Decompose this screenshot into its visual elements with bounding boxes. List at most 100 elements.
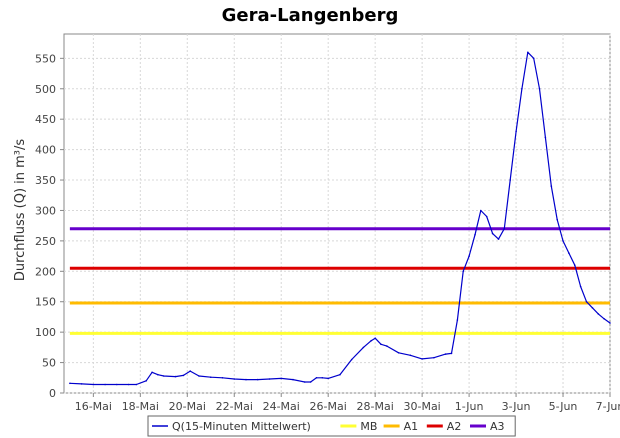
data-point bbox=[321, 377, 324, 379]
x-tick-label: 30-Mai bbox=[403, 400, 440, 413]
data-point bbox=[468, 255, 470, 257]
data-point bbox=[474, 234, 476, 236]
x-tick-label: 1-Jun bbox=[455, 400, 484, 413]
data-point bbox=[339, 373, 341, 376]
x-tick-label: 20-Mai bbox=[169, 400, 206, 413]
x-tick-label: 3-Jun bbox=[502, 400, 531, 413]
data-point bbox=[69, 382, 71, 385]
data-point bbox=[189, 370, 191, 372]
x-tick-label: 5-Jun bbox=[549, 400, 578, 413]
data-point bbox=[491, 232, 494, 235]
legend-box bbox=[147, 415, 516, 437]
data-point bbox=[603, 318, 605, 320]
data-point bbox=[544, 136, 547, 139]
y-tick-label: 450 bbox=[35, 113, 56, 126]
y-tick-label: 500 bbox=[35, 83, 56, 96]
data-point bbox=[210, 376, 212, 379]
data-point bbox=[174, 375, 177, 378]
x-tick-label: 22-Mai bbox=[216, 400, 253, 413]
data-point bbox=[462, 270, 465, 273]
data-point bbox=[456, 319, 459, 321]
data-point bbox=[198, 375, 200, 377]
data-point bbox=[497, 238, 500, 240]
data-point bbox=[503, 227, 506, 230]
x-tick-label: 24-Mai bbox=[263, 400, 300, 413]
data-point bbox=[135, 383, 138, 386]
y-tick-label: 200 bbox=[35, 265, 56, 278]
data-point bbox=[315, 377, 318, 379]
data-point bbox=[182, 374, 185, 377]
data-point bbox=[444, 353, 447, 355]
data-point bbox=[574, 264, 576, 267]
series-line-q bbox=[69, 51, 611, 386]
x-tick-label: 7-Jun bbox=[596, 400, 620, 413]
data-point bbox=[92, 383, 95, 386]
data-point bbox=[327, 377, 330, 380]
y-tick-label: 250 bbox=[35, 235, 56, 248]
data-point bbox=[509, 179, 512, 181]
data-point bbox=[350, 358, 353, 361]
data-point bbox=[127, 383, 130, 386]
data-point bbox=[397, 352, 400, 354]
data-point bbox=[556, 218, 558, 221]
y-tick-label: 350 bbox=[35, 174, 56, 187]
data-point bbox=[532, 57, 535, 60]
x-tick-label: 18-Mai bbox=[122, 400, 159, 413]
x-tick-label: 16-Mai bbox=[75, 400, 112, 413]
data-point bbox=[145, 380, 147, 382]
data-point bbox=[521, 88, 523, 90]
data-point bbox=[609, 322, 611, 324]
data-point bbox=[280, 377, 283, 380]
data-point bbox=[163, 375, 165, 377]
legend-label: MB bbox=[360, 420, 377, 433]
y-tick-label: 400 bbox=[35, 144, 56, 157]
data-point bbox=[104, 383, 106, 386]
data-point bbox=[268, 378, 271, 380]
data-point bbox=[309, 381, 312, 383]
data-point bbox=[480, 209, 482, 212]
data-point bbox=[374, 337, 377, 340]
y-tick-label: 300 bbox=[35, 204, 56, 217]
legend-label: A1 bbox=[404, 420, 419, 433]
data-point bbox=[527, 51, 529, 54]
data-point bbox=[380, 343, 382, 346]
data-point bbox=[450, 352, 453, 355]
data-point bbox=[485, 215, 488, 218]
y-tick-label: 100 bbox=[35, 326, 56, 339]
plot-area: 0 50 100 150 200 250 300 350 400 450 500 550 16-Mai 1… bbox=[35, 33, 620, 413]
data-point bbox=[370, 339, 373, 342]
data-point bbox=[591, 307, 594, 309]
legend-label: A2 bbox=[447, 420, 462, 433]
data-point bbox=[233, 378, 236, 380]
data-point bbox=[362, 346, 365, 349]
data-point bbox=[421, 358, 423, 360]
data-point bbox=[292, 378, 294, 381]
legend: Q(15-Minuten Mittelwert) MB A1 A2 A3 bbox=[147, 415, 516, 437]
data-point bbox=[515, 130, 517, 133]
data-point bbox=[433, 356, 435, 359]
y-tick-label: 150 bbox=[35, 296, 56, 309]
data-point bbox=[386, 345, 388, 347]
data-point bbox=[568, 252, 570, 254]
data-point bbox=[256, 378, 259, 381]
y-tick-label: 0 bbox=[49, 387, 56, 400]
data-point bbox=[221, 377, 224, 379]
data-point bbox=[550, 185, 553, 187]
legend-label: A3 bbox=[490, 420, 505, 433]
data-point bbox=[303, 381, 306, 383]
x-tick-label: 28-Mai bbox=[357, 400, 394, 413]
data-point bbox=[116, 383, 118, 386]
y-tick-label: 50 bbox=[42, 357, 56, 370]
data-point bbox=[151, 371, 153, 374]
data-point bbox=[80, 383, 83, 385]
y-axis-label: Durchfluss (Q) in m³/s bbox=[13, 139, 28, 282]
chart-title: Gera-Langenberg bbox=[222, 5, 399, 26]
data-point bbox=[585, 300, 588, 303]
data-point bbox=[579, 285, 582, 288]
data-point bbox=[538, 88, 541, 90]
data-point bbox=[245, 378, 247, 381]
data-point bbox=[409, 354, 412, 357]
data-point bbox=[562, 240, 564, 242]
